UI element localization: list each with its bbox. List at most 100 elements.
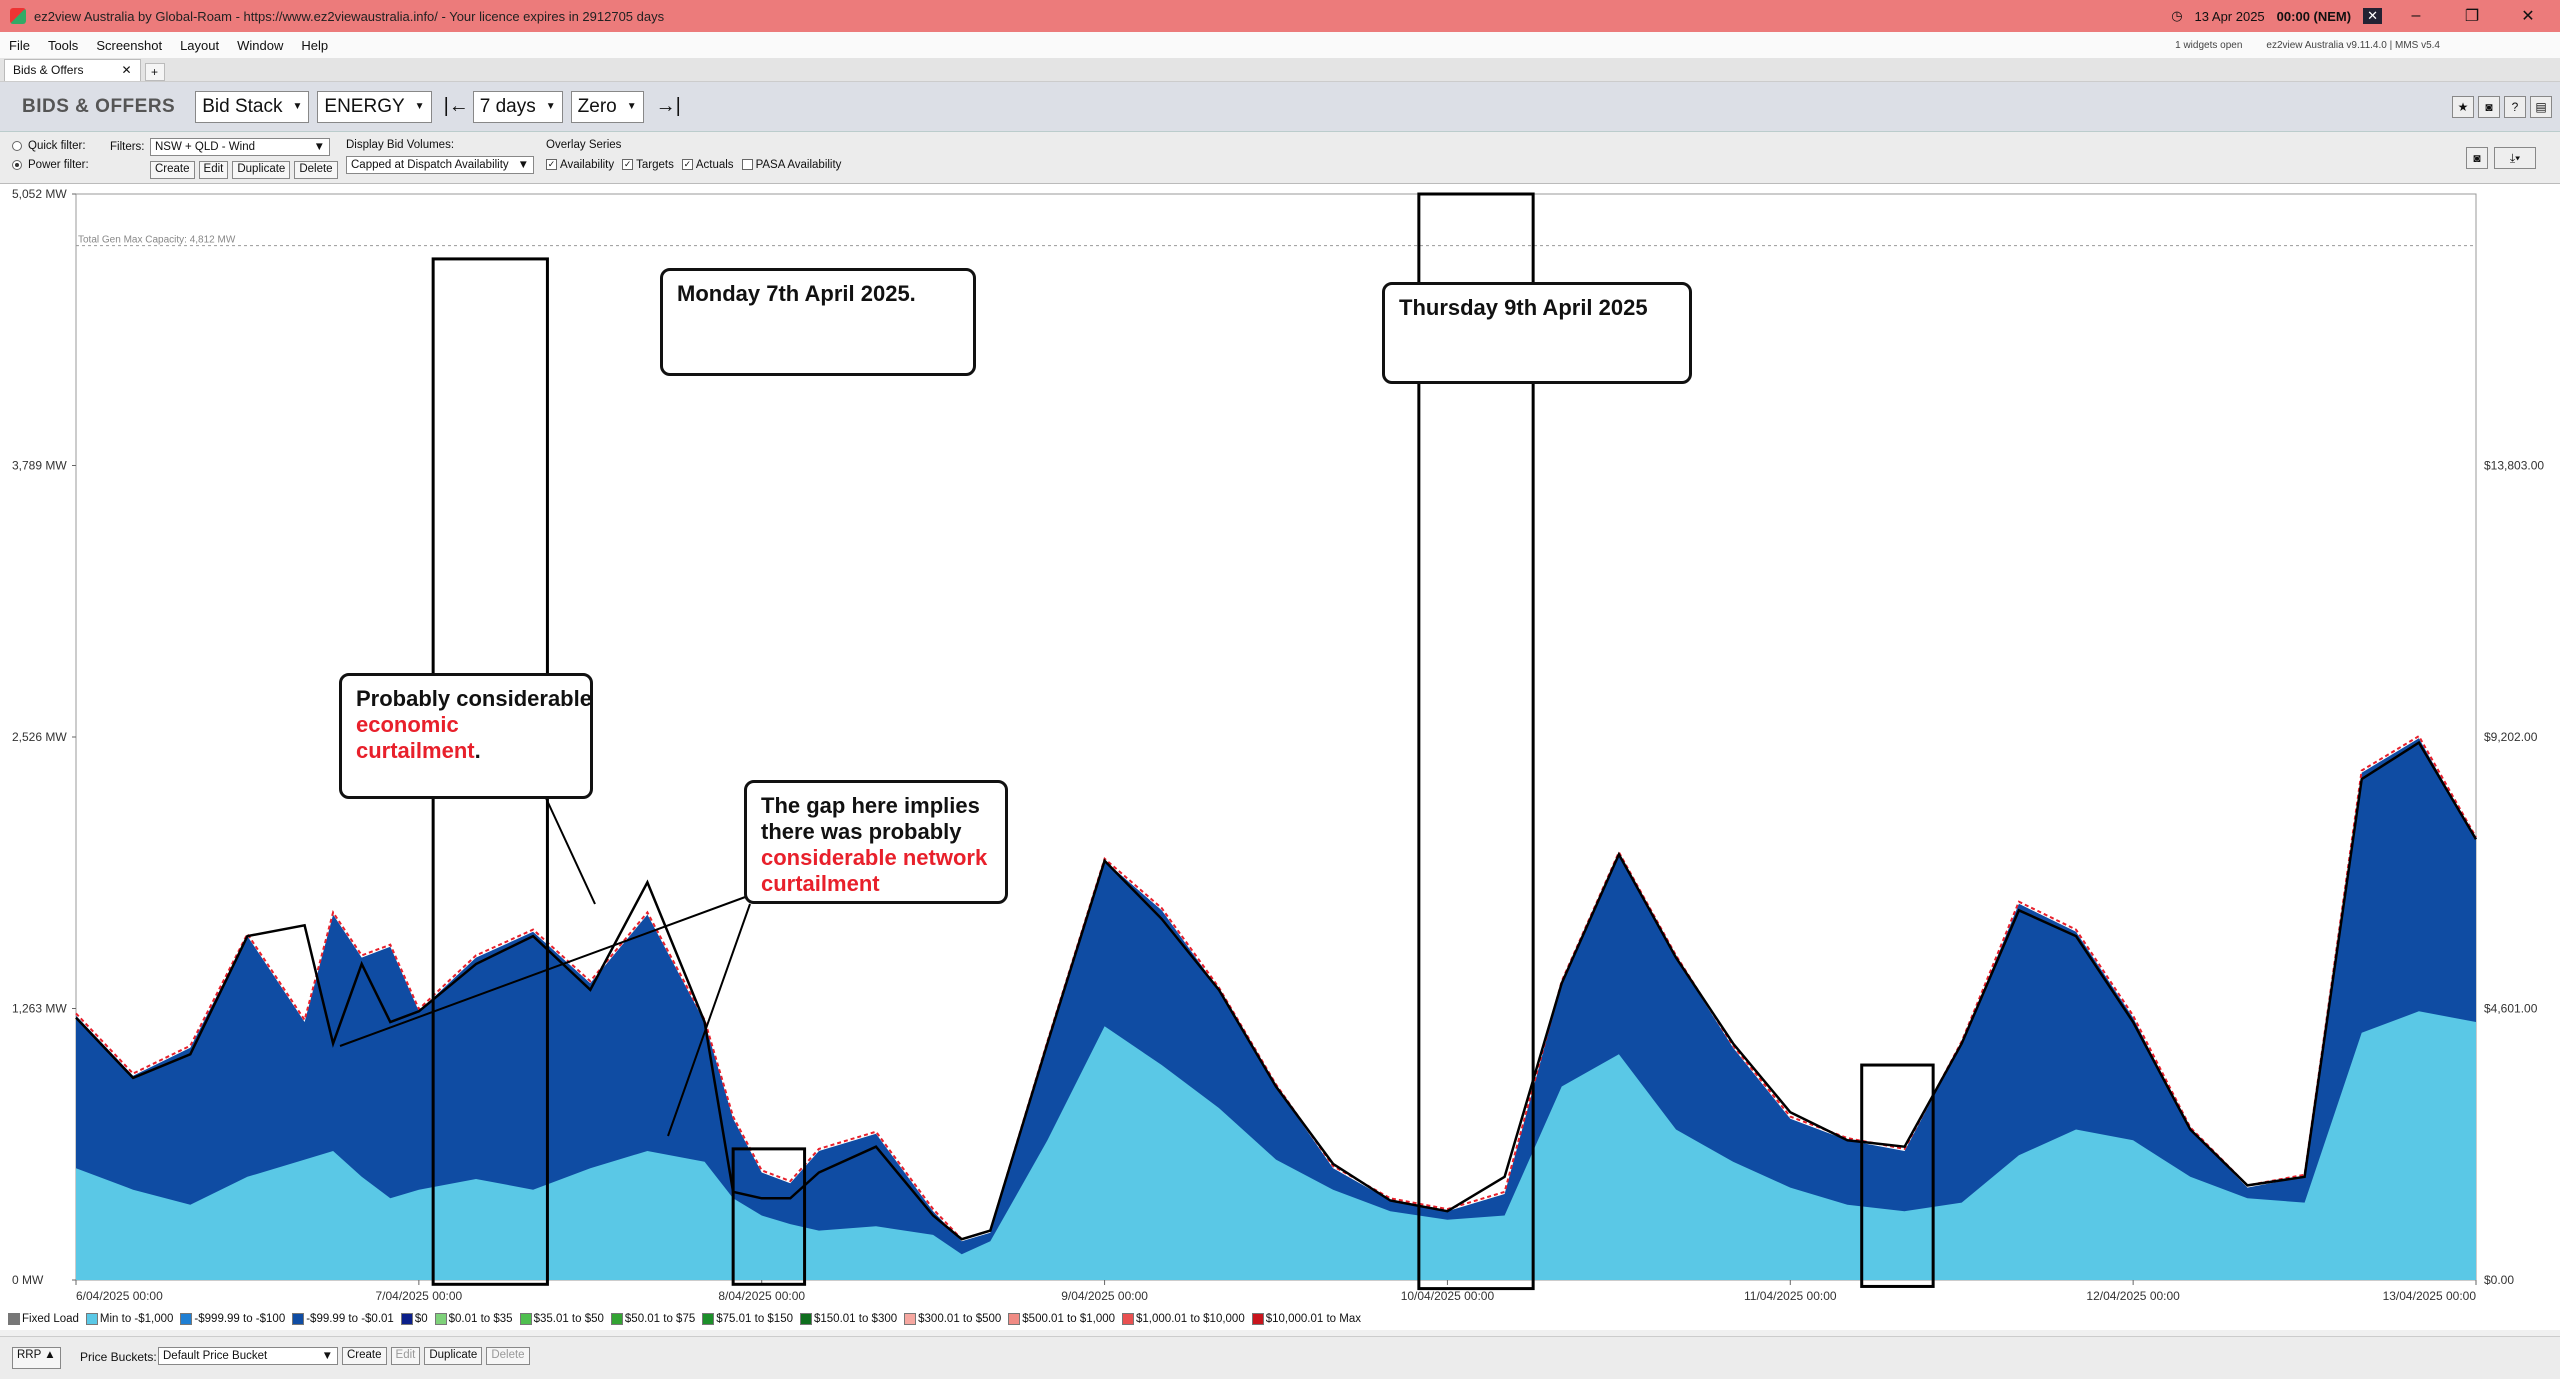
legend-item[interactable]: $300.01 to $500 [904, 1313, 1001, 1325]
targets-checkbox[interactable]: ✓ Targets [622, 159, 674, 171]
legend-item[interactable]: Fixed Load [8, 1313, 79, 1325]
comment-icon[interactable]: ▤ [2530, 95, 2552, 118]
legend-item[interactable]: $500.01 to $1,000 [1008, 1313, 1115, 1325]
help-icon[interactable]: ? [2504, 95, 2526, 118]
camera-icon[interactable]: ◙ [2466, 147, 2488, 169]
filter-create-button[interactable]: Create [150, 161, 195, 179]
display-bid-volumes-select[interactable]: Capped at Dispatch Availability ▼ [346, 156, 534, 174]
title-bar: ez2view Australia by Global-Roam - https… [0, 0, 2560, 32]
legend-item[interactable]: $1,000.01 to $10,000 [1122, 1313, 1245, 1325]
filter-edit-button[interactable]: Edit [198, 161, 229, 179]
tab-bids-offers[interactable]: Bids & Offers ✕ [4, 59, 141, 81]
minimize-button[interactable]: – [2411, 7, 2421, 24]
evening-highlight-box [1860, 1063, 1935, 1288]
network-connector-1 [339, 895, 749, 1047]
radio-selected-icon [12, 159, 22, 170]
legend-item[interactable]: -$99.99 to -$0.01 [292, 1313, 394, 1325]
power-filter-label: Power filter: [28, 159, 89, 171]
legend-swatch [8, 1313, 20, 1325]
y-tick-label: 5,052 MW [12, 187, 67, 201]
bucket-create-button[interactable]: Create [342, 1347, 387, 1365]
menu-window[interactable]: Window [237, 37, 284, 53]
economic-connector [544, 795, 596, 905]
filter-duplicate-button[interactable]: Duplicate [232, 161, 291, 179]
actuals-line [75, 740, 2478, 1241]
legend-swatch [400, 1313, 413, 1325]
bucket-delete-button[interactable]: Delete [486, 1347, 530, 1365]
legend-item[interactable]: $75.01 to $150 [702, 1313, 793, 1325]
actuals-checkbox[interactable]: ✓ Actuals [681, 159, 734, 171]
add-tab-button[interactable]: + [144, 63, 165, 81]
availability-label: Availability [560, 159, 615, 171]
rrp-toggle-button[interactable]: RRP ▲ [12, 1347, 61, 1369]
x-tick-label: 8/04/2025 00:00 [718, 1289, 805, 1303]
legend-item[interactable]: -$999.99 to -$100 [180, 1313, 285, 1325]
availability-line [75, 734, 2477, 1241]
bucket-duplicate-button[interactable]: Duplicate [424, 1347, 483, 1365]
thursday-highlight-box [1417, 192, 1535, 1291]
bid-stack-chart: Total Gen Max Capacity: 4,812 MW 0 MW 1,2… [0, 184, 2560, 1330]
go-end-button[interactable]: →| [655, 95, 681, 117]
price-buckets-label: Price Buckets: [80, 1350, 157, 1364]
view-value: Bid Stack [202, 95, 283, 117]
y2-tick-label: $0.00 [2484, 1273, 2514, 1287]
legend-item[interactable]: Min to -$1,000 [85, 1313, 174, 1325]
close-window-button[interactable]: ✕ [2521, 8, 2535, 25]
availability-checkbox[interactable]: ✓ Availability [546, 159, 614, 171]
menu-layout[interactable]: Layout [180, 37, 220, 53]
pin-icon[interactable]: ✕ [2363, 8, 2382, 24]
current-time[interactable]: 00:00 (NEM) [2276, 8, 2352, 24]
legend-item[interactable]: $150.01 to $300 [800, 1313, 897, 1325]
power-filter-radio[interactable]: Power filter: [12, 159, 89, 171]
economic-line-2: economic [356, 712, 459, 737]
period-dropdown[interactable]: 7 days ▼ [472, 90, 563, 123]
economic-line-4: . [474, 738, 481, 763]
restore-button[interactable]: ❐ [2464, 8, 2480, 25]
tab-label: Bids & Offers [13, 63, 84, 77]
caret-down-icon: ▼ [321, 1350, 333, 1362]
pasa-availability-checkbox[interactable]: PASA Availability [741, 159, 841, 171]
market-dropdown[interactable]: ENERGY ▼ [317, 90, 432, 123]
filter-select-value: NSW + QLD - Wind [155, 141, 256, 153]
legend-label: $0.01 to $35 [448, 1313, 513, 1325]
overlay-series-label: Overlay Series [546, 139, 622, 151]
legend-item[interactable]: $50.01 to $75 [610, 1313, 695, 1325]
filter-delete-button[interactable]: Delete [294, 161, 338, 179]
star-icon[interactable]: ★ [2452, 95, 2474, 118]
caret-up-icon: ▲ [44, 1349, 56, 1361]
legend-label: Min to -$1,000 [99, 1313, 174, 1325]
window-title: ez2view Australia by Global-Roam - https… [34, 8, 665, 24]
series-area-1 [76, 738, 2476, 1280]
x-tick-label: 6/04/2025 00:00 [76, 1289, 163, 1303]
menu-file[interactable]: File [9, 37, 30, 53]
legend-item[interactable]: $35.01 to $50 [519, 1313, 604, 1325]
x-tick-label: 10/04/2025 00:00 [1401, 1289, 1495, 1303]
price-bucket-select[interactable]: Default Price Bucket ▼ [158, 1347, 338, 1365]
market-value: ENERGY [324, 95, 405, 117]
economic-curtailment-callout: Probably considerable economic curtailme… [339, 673, 593, 799]
network-connector-2 [667, 903, 751, 1137]
legend-item[interactable]: $0 [400, 1313, 428, 1325]
filter-select[interactable]: NSW + QLD - Wind ▼ [150, 138, 330, 156]
menu-tools[interactable]: Tools [47, 37, 79, 53]
legend-item[interactable]: $0.01 to $35 [434, 1313, 513, 1325]
legend-label: $300.01 to $500 [918, 1313, 1002, 1325]
camera-icon[interactable]: ◙ [2478, 95, 2500, 118]
quick-filter-radio[interactable]: Quick filter: [12, 140, 86, 152]
close-tab-icon[interactable]: ✕ [121, 63, 132, 77]
legend-swatch [800, 1313, 812, 1325]
unchecked-box-icon [741, 159, 753, 171]
display-bid-volumes-value: Capped at Dispatch Availability [351, 159, 509, 171]
widgets-open-count: 1 widgets open [2175, 39, 2243, 51]
view-dropdown[interactable]: Bid Stack ▼ [195, 90, 310, 123]
thursday-callout: Thursday 9th April 2025 [1382, 282, 1692, 384]
zero-dropdown[interactable]: Zero ▼ [570, 90, 644, 123]
tab-bar: Bids & Offers ✕ + [0, 58, 2560, 82]
menu-help[interactable]: Help [301, 37, 329, 53]
bucket-edit-button[interactable]: Edit [390, 1347, 421, 1365]
go-start-button[interactable]: |← [443, 95, 469, 117]
menu-screenshot[interactable]: Screenshot [96, 37, 163, 53]
export-dropdown-icon[interactable]: ⤓▾ [2494, 147, 2536, 169]
legend-item[interactable]: $10,000.01 to Max [1251, 1313, 1361, 1325]
toolbar: BIDS & OFFERS Bid Stack ▼ ENERGY ▼ |← 7 da… [0, 82, 2560, 132]
